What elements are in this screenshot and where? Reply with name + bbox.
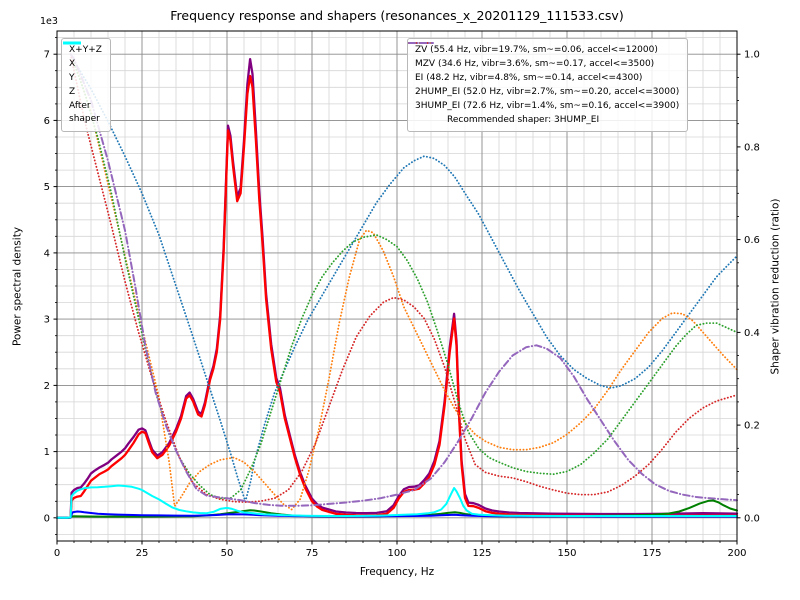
y-left-tick-label: 0 — [44, 513, 50, 524]
legend-psd: X+Y+Z X Y Z After shaper — [61, 38, 111, 133]
legend-item: 2HUMP_EI (52.0 Hz, vibr=2.7%, sm~=0.20, … — [408, 42, 680, 99]
y-axis-label-left: Power spectral density — [11, 226, 24, 347]
legend-item: MZV (34.6 Hz, vibr=3.6%, sm~=0.17, accel… — [408, 42, 679, 71]
series-mzv — [69, 53, 738, 511]
legend-item: Z — [63, 41, 102, 99]
legend-item-label: MZV (34.6 Hz, vibr=3.6%, sm~=0.17, accel… — [415, 59, 655, 70]
legend-item: Y — [63, 41, 102, 85]
legend-item: EI (48.2 Hz, vibr=4.8%, sm~=0.14, accel<… — [408, 42, 679, 85]
x-tick-label: 50 — [221, 548, 234, 559]
y-axis-label-right: Shaper vibration reduction (ratio) — [769, 198, 782, 375]
legend-item-label: Y — [69, 73, 75, 84]
y-right-tick-label: 0.8 — [744, 142, 760, 153]
legend-item-label: After shaper — [69, 101, 100, 125]
x-tick-label: 200 — [727, 548, 746, 559]
y-left-tick-label: 4 — [44, 248, 50, 259]
series-zv — [69, 53, 738, 503]
series-x — [55, 74, 739, 519]
x-tick-label: 100 — [387, 548, 406, 559]
y-left-tick-label: 3 — [44, 315, 50, 326]
legend-item: X — [63, 41, 102, 71]
legend-item-label: ZV (55.4 Hz, vibr=19.7%, sm~=0.06, accel… — [415, 45, 658, 55]
y-left-tick-label: 6 — [44, 116, 50, 127]
axis-offset-label: 1e3 — [40, 16, 58, 27]
x-tick-label: 150 — [557, 548, 576, 559]
y-right-tick-label: 0.4 — [744, 328, 760, 339]
y-left-tick-label: 2 — [44, 381, 50, 392]
series-ei — [69, 53, 738, 500]
y-right-tick-label: 0.2 — [744, 421, 760, 432]
legend-item-label: X+Y+Z — [69, 45, 102, 55]
x-tick-label: 0 — [54, 548, 60, 559]
chart-title: Frequency response and shapers (resonanc… — [170, 8, 624, 23]
legend-item: After shaper — [63, 41, 102, 126]
legend-item: 3HUMP_EI (72.6 Hz, vibr=1.4%, sm~=0.16, … — [408, 42, 680, 113]
series-3hump-ei — [69, 53, 738, 507]
y-right-tick-label: 1.0 — [744, 50, 760, 61]
series-2hump-ei — [69, 53, 738, 503]
legend-item-label: 2HUMP_EI (52.0 Hz, vibr=2.7%, sm~=0.20, … — [415, 87, 680, 98]
y-left-tick-label: 7 — [44, 50, 50, 61]
legend-item: ZV (55.4 Hz, vibr=19.7%, sm~=0.06, accel… — [408, 42, 679, 57]
x-tick-label: 125 — [472, 548, 491, 559]
x-tick-label: 75 — [306, 548, 319, 559]
x-axis-label: Frequency, Hz — [359, 566, 435, 578]
legend-item-label: EI (48.2 Hz, vibr=4.8%, sm~=0.14, accel<… — [415, 73, 643, 84]
legend-line-sample — [63, 41, 81, 45]
x-tick-label: 25 — [136, 548, 149, 559]
series-after-shaper — [56, 484, 738, 519]
y-left-tick-label: 5 — [44, 182, 50, 193]
legend-item-label: 3HUMP_EI (72.6 Hz, vibr=1.4%, sm~=0.16, … — [415, 101, 680, 112]
y-left-tick-label: 1 — [44, 447, 50, 458]
y-right-tick-label: 0.0 — [744, 513, 760, 524]
legend-item-label: Z — [69, 87, 76, 98]
legend-line-sample — [408, 42, 434, 44]
x-tick-label: 175 — [642, 548, 661, 559]
legend-item-label: X — [69, 59, 76, 70]
legend-recommended-shaper: Recommended shaper: 3HUMP_EI — [447, 115, 600, 126]
legend-shapers: ZV (55.4 Hz, vibr=19.7%, sm~=0.06, accel… — [407, 38, 689, 133]
y-right-tick-label: 0.6 — [744, 235, 760, 246]
